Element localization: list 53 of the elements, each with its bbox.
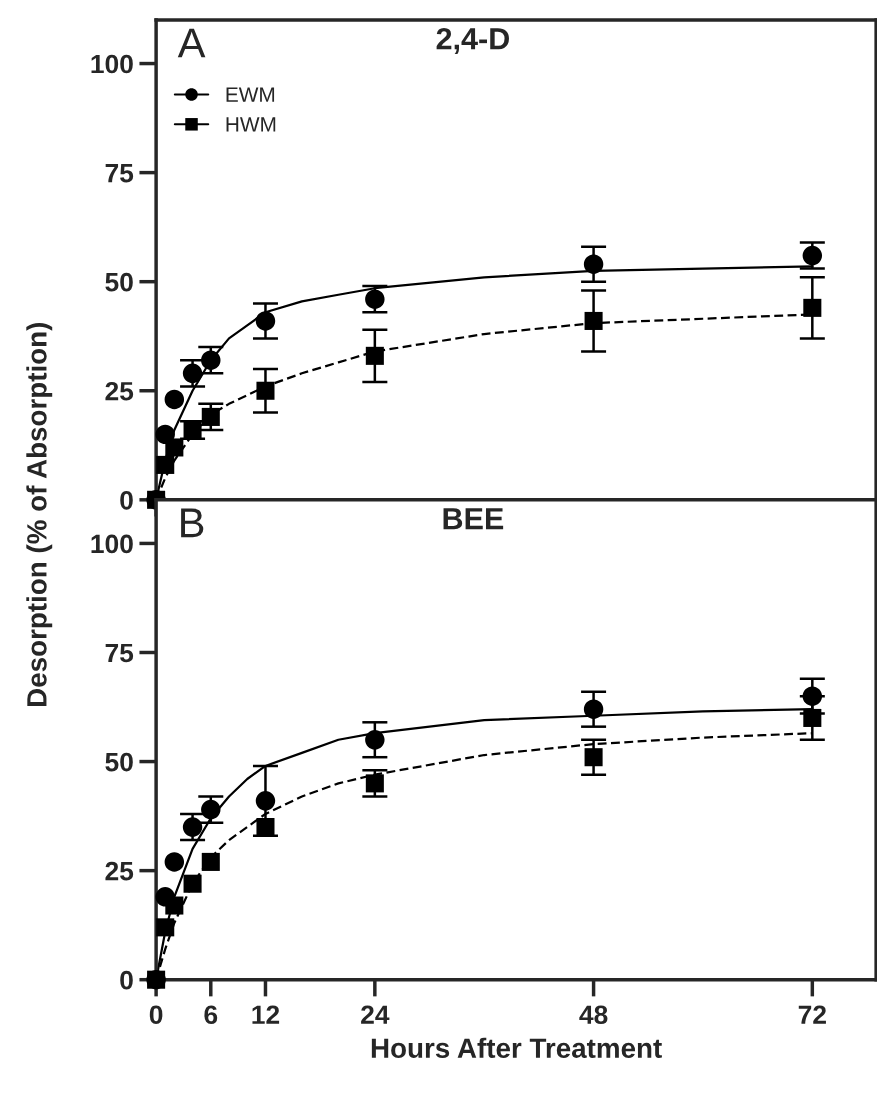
x-tick-label: 0: [149, 1005, 163, 1025]
point: [255, 311, 276, 331]
y-tick-label: 25: [105, 861, 134, 881]
x-tick-label: 12: [252, 1005, 280, 1024]
legend-label: HWM: [226, 117, 276, 132]
annotation: A: [177, 28, 206, 58]
point: [365, 730, 385, 750]
legend-label: EWM: [226, 87, 275, 102]
y-axis-title: Desorption (% of Absorption): [26, 322, 53, 707]
point: [156, 455, 175, 474]
point: [156, 918, 175, 937]
point: [255, 791, 276, 811]
point: [201, 852, 220, 871]
annotation: B: [181, 508, 204, 538]
y-tick-label: 50: [105, 272, 133, 292]
chart-title: BEE: [443, 508, 504, 530]
point: [182, 363, 203, 384]
point: [365, 289, 385, 309]
point: [584, 748, 603, 767]
point: [256, 817, 275, 837]
y-tick-label: 75: [105, 643, 134, 663]
point: [165, 896, 184, 915]
point: [365, 774, 384, 793]
y-tick-label: 100: [91, 54, 133, 74]
x-tick-label: 6: [204, 1005, 218, 1025]
point: [165, 438, 184, 457]
point: [802, 686, 823, 706]
point: [803, 708, 822, 727]
y-tick-label: 75: [105, 164, 134, 183]
x-tick-label: 24: [361, 1005, 390, 1024]
point: [583, 699, 604, 719]
point: [201, 407, 220, 426]
point: [164, 852, 185, 872]
y-tick-label: 50: [105, 752, 133, 772]
point: [583, 254, 604, 274]
y-tick-label: 25: [105, 381, 134, 401]
x-tick-label: 48: [579, 1005, 608, 1025]
point: [365, 346, 384, 365]
y-tick-label: 100: [91, 534, 133, 554]
point: [183, 874, 202, 893]
point: [182, 817, 203, 837]
point: [147, 970, 166, 989]
point: [803, 298, 822, 317]
y-tick-label: 0: [120, 490, 133, 510]
point: [164, 389, 185, 410]
point: [201, 350, 221, 370]
point: [256, 381, 275, 400]
point: [584, 311, 603, 330]
chart-title: 2,4-D: [436, 27, 509, 54]
y-tick-label: 0: [120, 970, 133, 990]
point: [183, 420, 202, 440]
x-tick-label: 72: [798, 1005, 826, 1024]
x-axis-title: Hours After Treatment: [371, 1037, 662, 1059]
